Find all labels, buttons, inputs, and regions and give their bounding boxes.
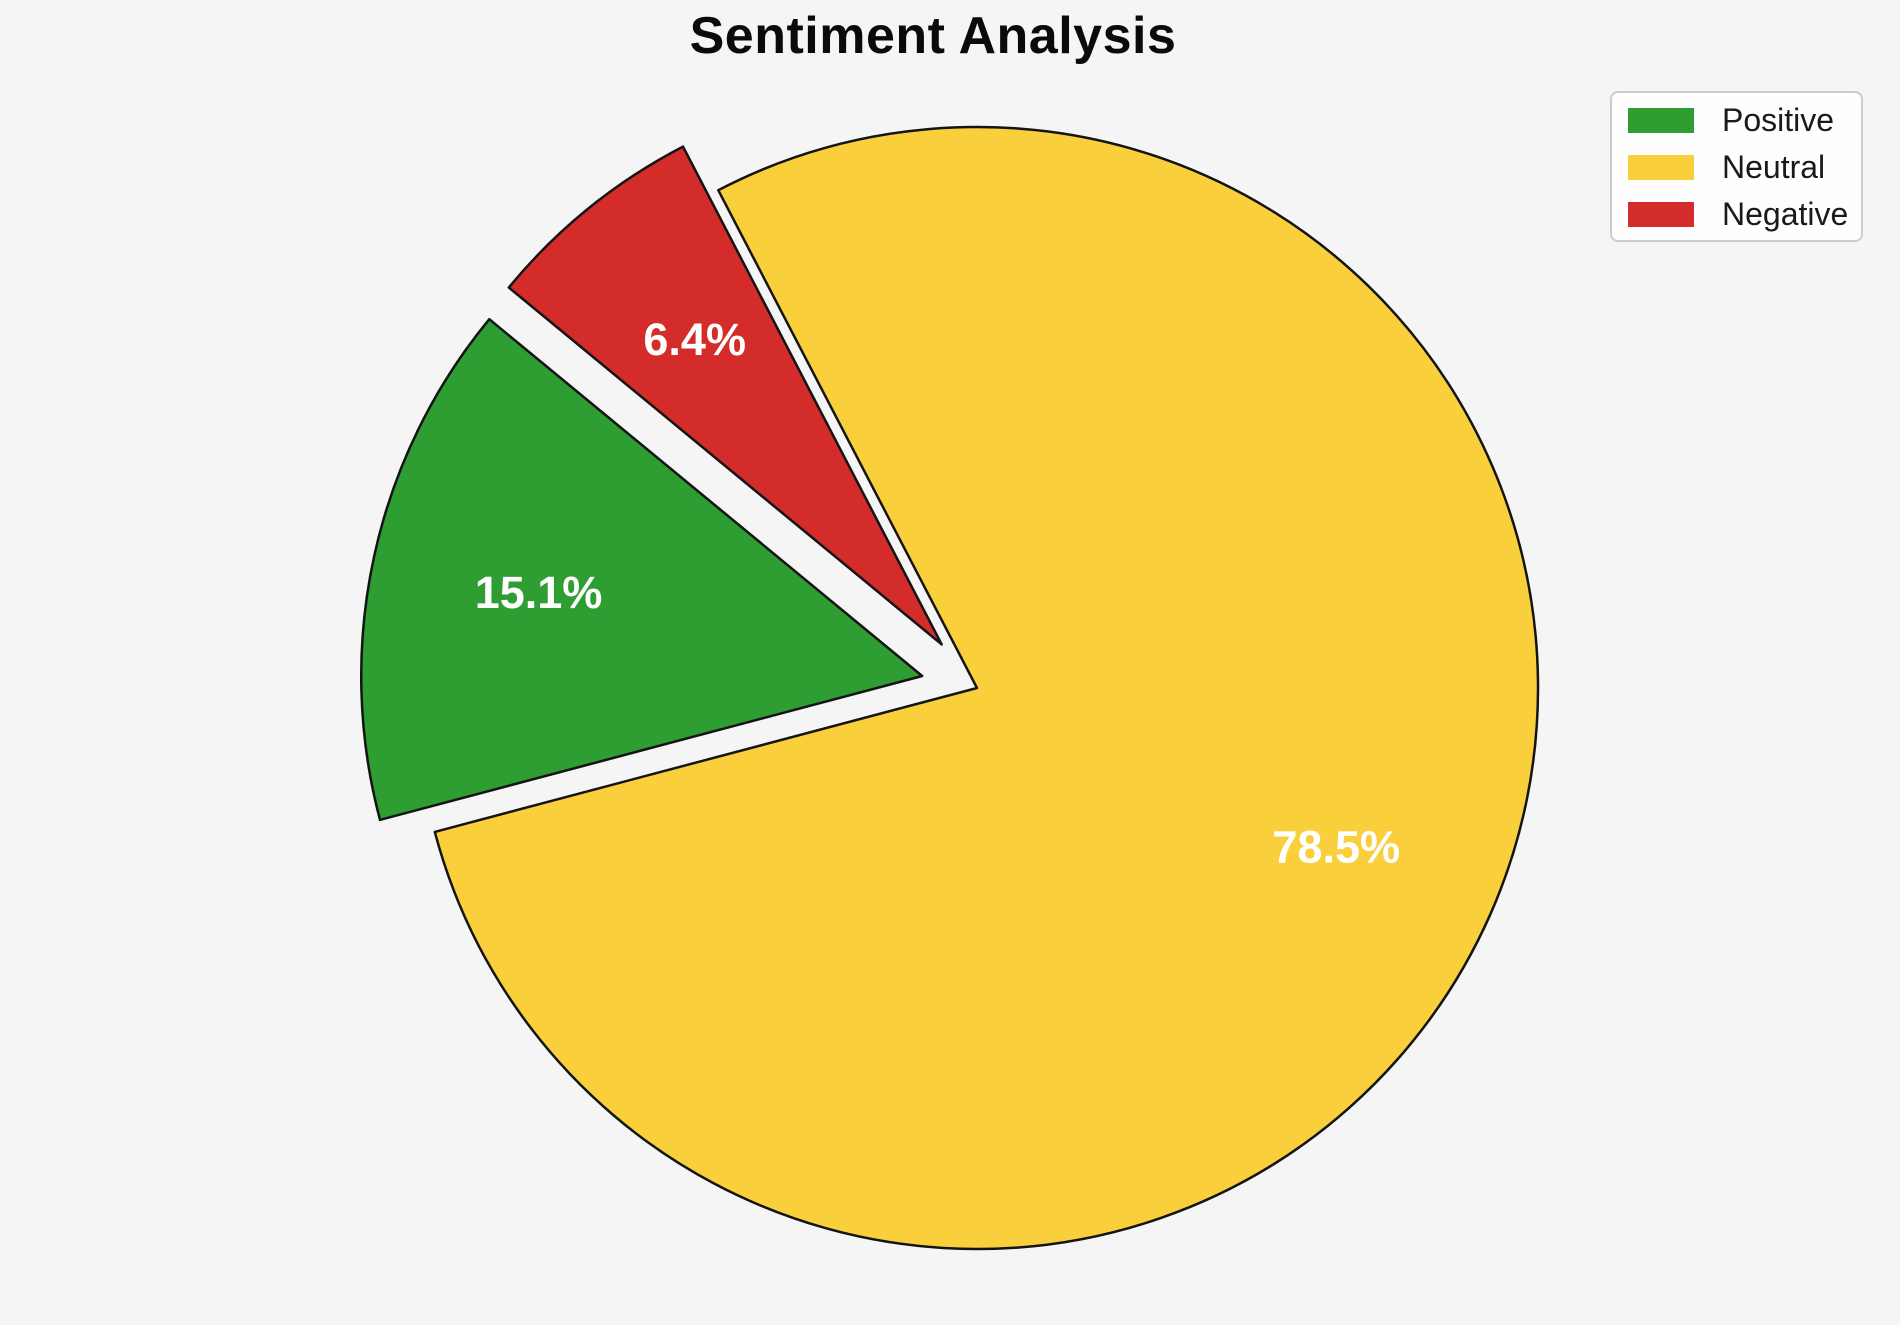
pct-label-negative: 6.4% [643, 314, 746, 365]
legend-swatch-negative [1628, 202, 1694, 227]
legend-swatch-positive [1628, 108, 1694, 133]
legend-item-negative: Negative [1612, 191, 1861, 238]
pie-slice-positive [360, 317, 924, 822]
pct-label-neutral: 78.5% [1272, 821, 1400, 872]
pie-slice-negative [507, 145, 943, 646]
legend-item-positive: Positive [1612, 97, 1861, 144]
legend-box: Positive Neutral Negative [1610, 91, 1863, 242]
legend-label-positive: Positive [1722, 102, 1835, 138]
legend-swatch-neutral [1628, 155, 1694, 180]
chart-title: Sentiment Analysis [689, 7, 1177, 65]
legend-item-neutral: Neutral [1612, 144, 1861, 191]
pct-label-positive: 15.1% [475, 567, 603, 618]
legend-label-negative: Negative [1722, 196, 1849, 232]
pie-slice-neutral [433, 125, 1540, 1251]
legend-label-neutral: Neutral [1722, 149, 1826, 185]
